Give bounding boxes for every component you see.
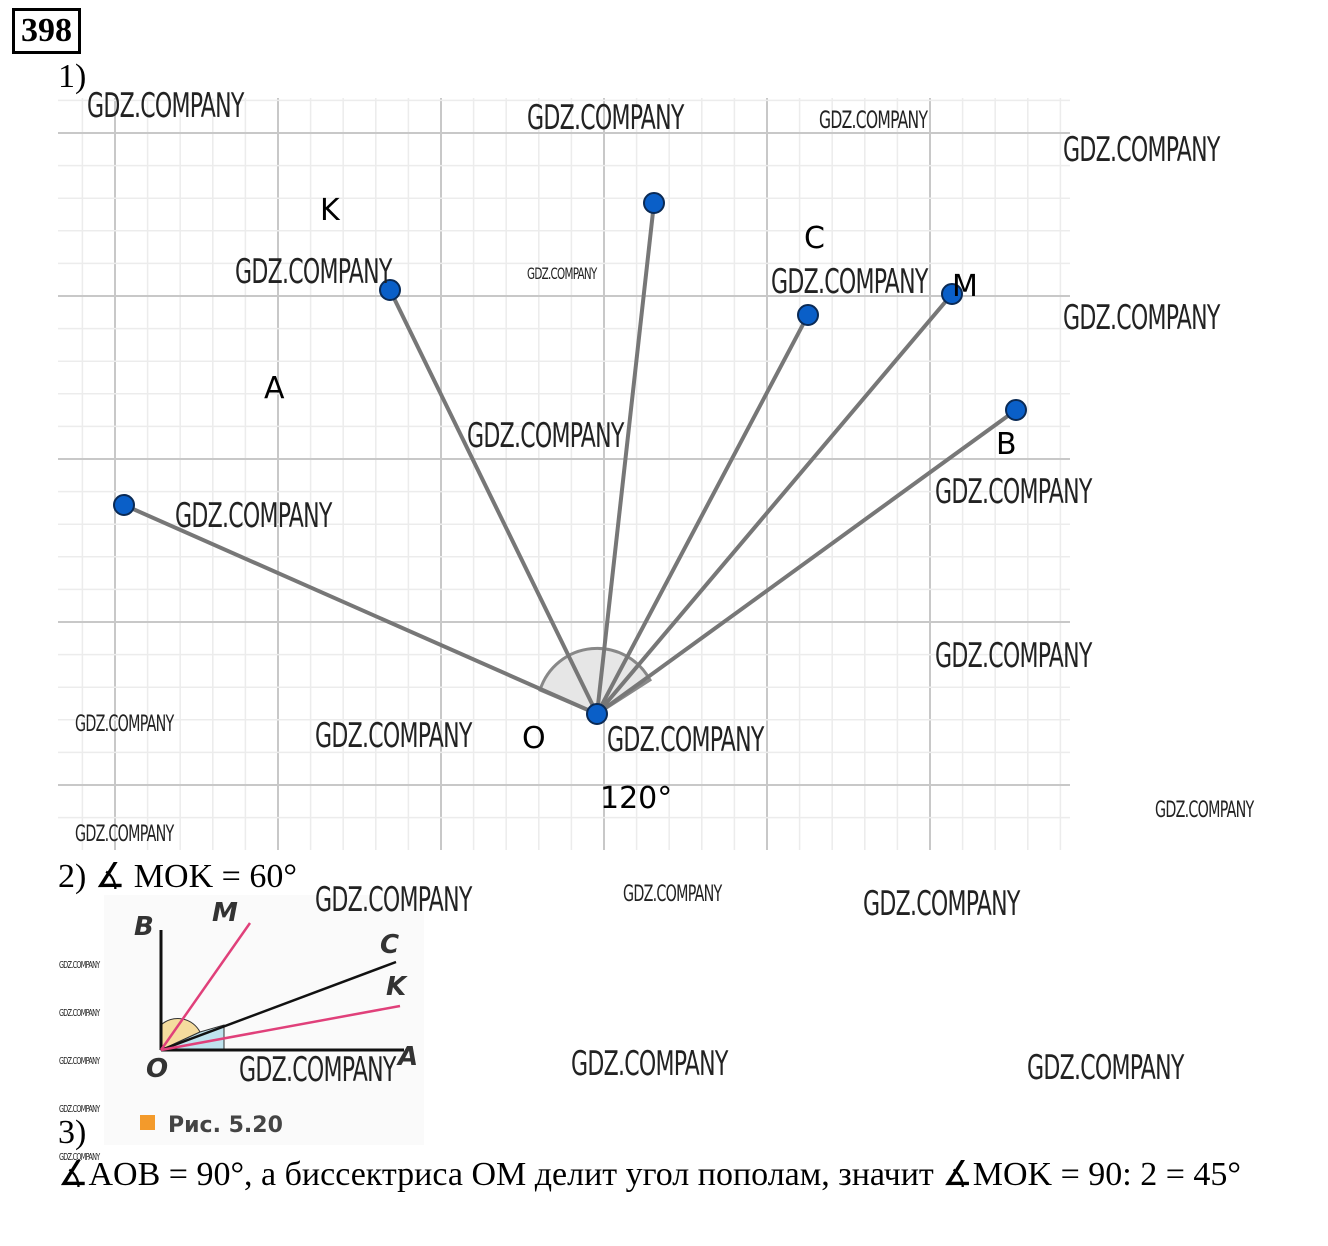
points	[113, 192, 1027, 725]
watermark: GDZ.COMPANY	[315, 880, 472, 920]
label-b: B	[996, 427, 1017, 462]
label-a: A	[264, 371, 285, 406]
watermark: GDZ.COMPANY	[239, 1050, 396, 1090]
watermark: GDZ.COMPANY	[863, 884, 1020, 924]
watermark: GDZ.COMPANY	[59, 1056, 100, 1067]
watermark: GDZ.COMPANY	[527, 98, 684, 138]
watermark: GDZ.COMPANY	[59, 1104, 100, 1115]
fig2-label-a: A	[396, 1042, 418, 1072]
point	[586, 703, 608, 725]
grid	[58, 98, 1070, 850]
watermark: GDZ.COMPANY	[59, 960, 100, 971]
point	[379, 279, 401, 301]
watermark: GDZ.COMPANY	[75, 712, 174, 737]
problem-number: 398	[12, 8, 81, 54]
figure-1: K A C M B O 120°	[58, 98, 1070, 850]
ray	[595, 292, 954, 716]
fig2-label-m: M	[212, 898, 238, 928]
part2-label: 2) ∡ MOK = 60°	[58, 858, 297, 895]
watermark: GDZ.COMPANY	[467, 416, 624, 456]
point	[1005, 399, 1027, 421]
ray	[123, 503, 598, 716]
part1-label: 1)	[58, 58, 87, 95]
watermark: GDZ.COMPANY	[935, 636, 1092, 676]
watermark: GDZ.COMPANY	[571, 1044, 728, 1084]
label-k: K	[320, 193, 341, 228]
watermark: GDZ.COMPANY	[607, 720, 764, 760]
watermark: GDZ.COMPANY	[235, 252, 392, 292]
watermark: GDZ.COMPANY	[527, 264, 597, 283]
ray	[595, 408, 1018, 716]
watermark: GDZ.COMPANY	[819, 106, 928, 134]
point	[113, 494, 135, 516]
watermark: GDZ.COMPANY	[75, 822, 174, 847]
watermark: GDZ.COMPANY	[935, 472, 1092, 512]
figure-caption: Рис. 5.20	[168, 1113, 283, 1138]
watermark: GDZ.COMPANY	[623, 882, 722, 907]
watermark: GDZ.COMPANY	[1063, 130, 1220, 170]
angle-value: 120°	[600, 781, 672, 816]
label-c: C	[804, 221, 825, 256]
watermark: GDZ.COMPANY	[771, 262, 928, 302]
rays	[123, 202, 1018, 716]
fig2-label-k: K	[386, 972, 408, 1002]
watermark: GDZ.COMPANY	[1063, 298, 1220, 338]
ray	[388, 289, 599, 715]
watermark: GDZ.COMPANY	[59, 1008, 100, 1019]
watermark: GDZ.COMPANY	[315, 716, 472, 756]
part3-label: 3)	[58, 1114, 87, 1151]
caption-marker	[140, 1115, 155, 1130]
point	[797, 304, 819, 326]
figure-5-20: B M C K A O Рис. 5.20	[104, 895, 424, 1145]
point	[941, 283, 963, 305]
fig2-label-b: B	[134, 912, 154, 942]
watermark: GDZ.COMPANY	[59, 1152, 100, 1163]
fig2-label-c: C	[380, 930, 399, 960]
ray	[595, 202, 656, 715]
fig2-label-o: O	[146, 1054, 168, 1084]
watermark: GDZ.COMPANY	[1155, 798, 1254, 823]
watermark: GDZ.COMPANY	[175, 496, 332, 536]
label-m: M	[952, 269, 978, 304]
ray	[595, 314, 810, 715]
watermark: GDZ.COMPANY	[1027, 1048, 1184, 1088]
point	[643, 192, 665, 214]
watermark: GDZ.COMPANY	[87, 86, 244, 126]
label-o: O	[522, 721, 546, 756]
part3-text: ∡AOB = 90°, а биссектриса OM делит угол …	[58, 1156, 1241, 1193]
